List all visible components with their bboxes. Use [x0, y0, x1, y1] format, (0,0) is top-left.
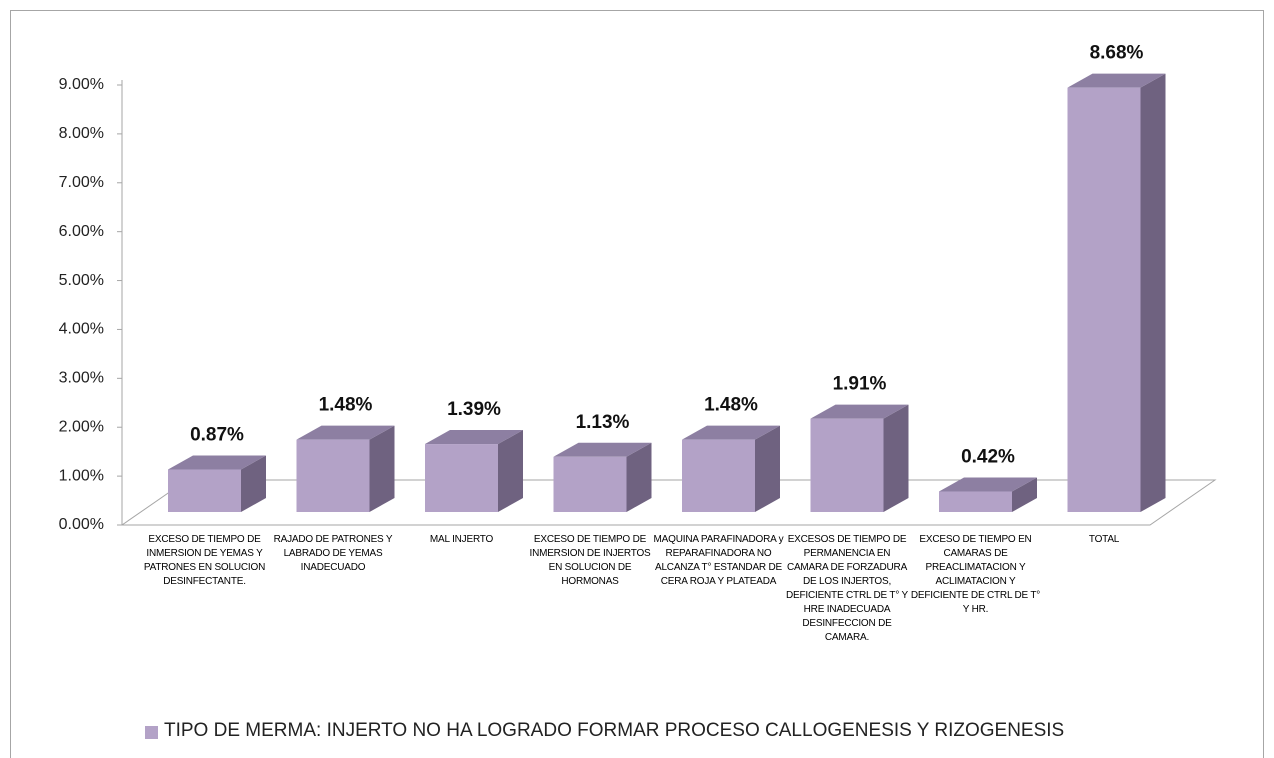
bar-side — [241, 455, 266, 512]
value-label: 0.87% — [190, 424, 244, 445]
x-tick-label: TOTAL — [1088, 534, 1120, 545]
y-tick-label: 1.00% — [59, 467, 104, 484]
chart-border — [10, 10, 1264, 758]
bar-side — [755, 425, 780, 512]
y-tick-label: 9.00% — [59, 76, 104, 93]
bar — [1067, 87, 1141, 513]
floor — [120, 479, 1217, 526]
bar — [682, 439, 755, 512]
y-tick-label: 6.00% — [59, 223, 104, 240]
bar-top — [939, 477, 1037, 492]
bar-top — [425, 430, 523, 445]
value-label: 0.42% — [961, 446, 1015, 467]
bar — [425, 444, 498, 512]
x-tick-label: RAJADO DE PATRONES Y LABRADO DE YEMAS IN… — [273, 534, 393, 573]
x-tick-label: MAL INJERTO — [429, 534, 494, 545]
bar-side — [1012, 477, 1037, 512]
x-tick-label: EXCESO DE TIEMPO EN CAMARAS DE PREACLIMA… — [910, 534, 1041, 615]
bar-top — [1067, 73, 1166, 88]
bar-top — [168, 455, 266, 470]
y-tick-label: 2.00% — [59, 418, 104, 435]
y-tick-label: 7.00% — [59, 174, 104, 191]
value-label: 1.48% — [704, 395, 758, 416]
y-tick-label: 8.00% — [59, 125, 104, 142]
bar — [939, 491, 1012, 512]
bar-top — [682, 425, 780, 440]
x-tick-label: EXCESOS DE TIEMPO DE PERMANENCIA EN CAMA… — [785, 534, 908, 643]
value-label: 1.39% — [447, 399, 501, 420]
value-label: 1.91% — [833, 374, 887, 395]
bar — [168, 469, 241, 512]
bar-side — [626, 442, 652, 512]
value-label: 8.68% — [1090, 43, 1144, 64]
y-tick-label: 5.00% — [59, 272, 104, 289]
bar-side — [498, 430, 523, 512]
bar — [553, 456, 627, 512]
bar-top — [296, 425, 395, 440]
bar-side — [883, 404, 909, 512]
bar — [810, 418, 884, 512]
bar-top — [810, 404, 909, 419]
x-tick-label: EXCESO DE TIEMPO DE INMERSION DE YEMAS Y… — [143, 534, 266, 587]
bar-top — [553, 442, 652, 457]
value-label: 1.48% — [319, 395, 373, 416]
bar — [296, 439, 370, 512]
x-tick-label: EXCESO DE TIEMPO DE INMERSION DE INJERTO… — [529, 534, 651, 587]
bar-side — [369, 425, 395, 512]
bar-side — [1140, 73, 1166, 513]
y-tick-label: 3.00% — [59, 370, 104, 387]
y-tick-label: 0.00% — [59, 516, 104, 533]
y-tick-label: 4.00% — [59, 321, 104, 338]
legend-label: TIPO DE MERMA: INJERTO NO HA LOGRADO FOR… — [164, 720, 1065, 741]
x-tick-label: MAQUINA PARAFINADORA y REPARAFINADORA NO… — [653, 534, 784, 587]
legend-swatch — [145, 726, 158, 739]
value-label: 1.13% — [576, 412, 630, 433]
